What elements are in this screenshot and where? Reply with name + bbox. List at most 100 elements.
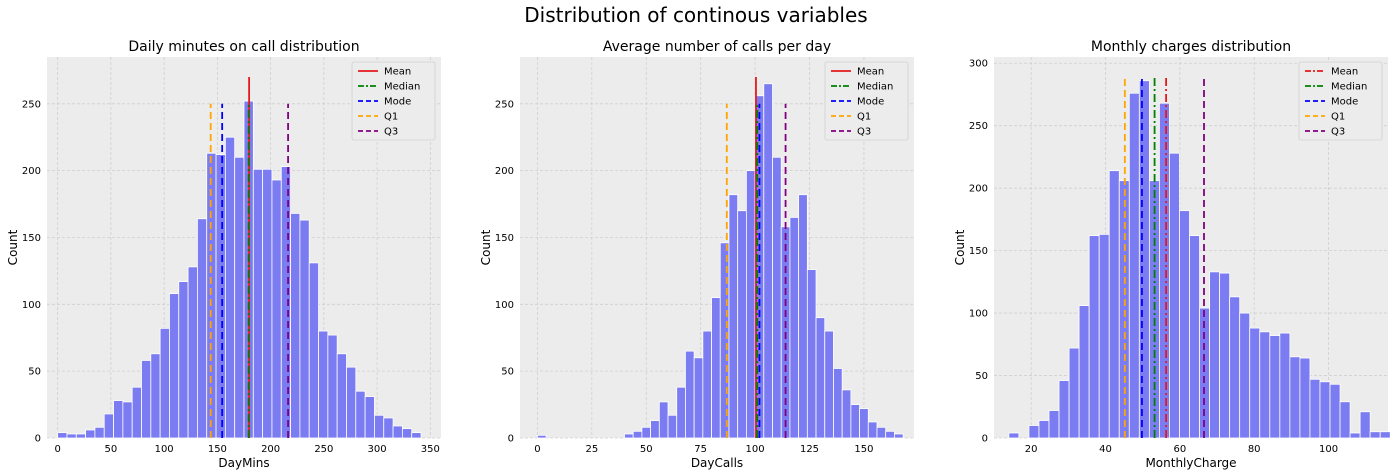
histogram-bar — [1349, 432, 1361, 439]
y-tick-label: 150 — [22, 233, 41, 244]
histogram-bar — [693, 357, 704, 439]
histogram-bar — [1219, 272, 1231, 439]
y-tick-label: 150 — [495, 233, 514, 244]
histogram-bar — [85, 429, 96, 439]
histogram-bar — [1098, 233, 1110, 439]
legend-label: Mode — [857, 97, 884, 108]
histogram-bar — [94, 426, 105, 439]
histogram-bar — [252, 168, 264, 439]
legend-label: Q1 — [384, 112, 398, 123]
histogram-bar — [1229, 296, 1241, 439]
legend-label: Q1 — [857, 112, 871, 123]
x-tick-label: 25 — [585, 444, 598, 455]
y-tick-label: 100 — [495, 300, 514, 311]
histogram-bar — [737, 210, 747, 439]
histogram-bar — [859, 408, 869, 439]
histogram-bar — [867, 421, 878, 439]
histogram-bar — [1028, 425, 1040, 439]
histogram-bar — [1058, 380, 1070, 439]
legend-box — [1298, 61, 1383, 141]
histogram-bar — [1289, 356, 1301, 439]
y-tick-label: 250 — [22, 99, 41, 110]
legend-label: Q3 — [857, 127, 871, 138]
histogram-bar — [658, 401, 669, 439]
histogram-bar — [1159, 102, 1170, 439]
x-tick-label: 150 — [208, 444, 227, 455]
histogram-bar — [711, 297, 721, 439]
histogram-bar — [392, 425, 403, 439]
histogram-bar — [327, 334, 338, 439]
histogram-bar — [103, 413, 114, 439]
histogram-bar — [113, 400, 124, 439]
histogram-bar — [1259, 331, 1271, 439]
legend-label: Median — [1331, 82, 1367, 93]
histogram-bar — [1088, 235, 1100, 439]
histogram-bar — [374, 414, 385, 439]
histogram-bar — [308, 262, 319, 439]
histogram-bar — [850, 404, 860, 439]
chart-panel: 0 25 50 75 100 125 150 0 50 100 150 200 250 Average n… — [479, 39, 914, 470]
histogram-bar — [178, 281, 189, 439]
y-axis-label: Count — [6, 229, 20, 265]
x-tick-label: 50 — [640, 444, 653, 455]
x-tick-label: 250 — [314, 444, 333, 455]
histogram-bar — [841, 389, 852, 439]
histogram-bar — [1048, 410, 1060, 439]
y-tick-label: 0 — [35, 434, 41, 445]
histogram-bar — [1359, 411, 1371, 439]
histogram-bar — [624, 433, 634, 439]
legend: Mean Median Mode Q1 Q3 — [824, 61, 909, 141]
histogram-bar — [1209, 271, 1221, 439]
y-tick-label: 50 — [28, 367, 41, 378]
histogram-bar — [197, 218, 208, 439]
histogram-bar — [806, 269, 817, 439]
histogram-bar — [702, 330, 712, 439]
y-tick-label: 50 — [501, 367, 514, 378]
histogram-bar — [346, 366, 357, 439]
y-tick-label: 250 — [495, 99, 514, 110]
histogram-bar — [650, 420, 660, 439]
panel-title: Average number of calls per day — [603, 39, 831, 55]
histogram-bar — [383, 417, 394, 439]
histogram-bar — [894, 433, 904, 439]
x-tick-label: 0 — [534, 444, 540, 455]
panel-title: Monthly charges distribution — [1091, 39, 1291, 55]
histogram-bar — [824, 330, 834, 439]
x-tick-label: 350 — [421, 444, 440, 455]
histogram-bar — [280, 166, 291, 439]
histogram-bar — [1339, 401, 1351, 439]
chart-panel: 20 40 60 80 100 0 50 100 150 200 250 300 Monthly cha… — [953, 39, 1391, 470]
histogram-bar — [1169, 152, 1180, 439]
legend-box — [351, 61, 436, 141]
y-tick-label: 200 — [969, 184, 988, 195]
x-tick-label: 300 — [368, 444, 387, 455]
histogram-bar — [215, 154, 226, 439]
legend: Mean Median Mode Q1 Q3 — [1298, 61, 1383, 141]
legend-label: Mean — [1331, 67, 1358, 78]
histogram-bar — [234, 156, 245, 439]
histogram-bar — [122, 401, 133, 439]
histogram-bar — [537, 434, 547, 439]
histogram-bar — [833, 368, 843, 439]
histogram-bar — [1189, 235, 1200, 439]
histogram-bar — [876, 426, 887, 439]
y-tick-label: 300 — [969, 59, 988, 70]
histogram-bar — [1108, 170, 1120, 439]
histogram-bar — [187, 266, 198, 439]
histogram-bar — [1279, 332, 1291, 439]
histogram-bar — [1329, 383, 1341, 439]
legend-label: Median — [384, 82, 420, 93]
legend-label: Mean — [384, 67, 411, 78]
x-tick-label: 50 — [105, 444, 118, 455]
histogram-bar — [798, 194, 808, 439]
legend-box — [824, 61, 909, 141]
histogram-bar — [1128, 92, 1140, 439]
legend: Mean Median Mode Q1 Q3 — [351, 61, 436, 141]
histogram-bar — [641, 426, 652, 439]
histogram-bar — [1078, 305, 1090, 439]
x-tick-label: 60 — [1173, 444, 1186, 455]
chart-panel: 0 50 100 150 200 250 300 350 0 50 100 150 200 250 Dail… — [6, 39, 441, 470]
x-tick-label: 80 — [1248, 444, 1261, 455]
histogram-bar — [66, 433, 77, 439]
x-tick-label: 75 — [694, 444, 707, 455]
